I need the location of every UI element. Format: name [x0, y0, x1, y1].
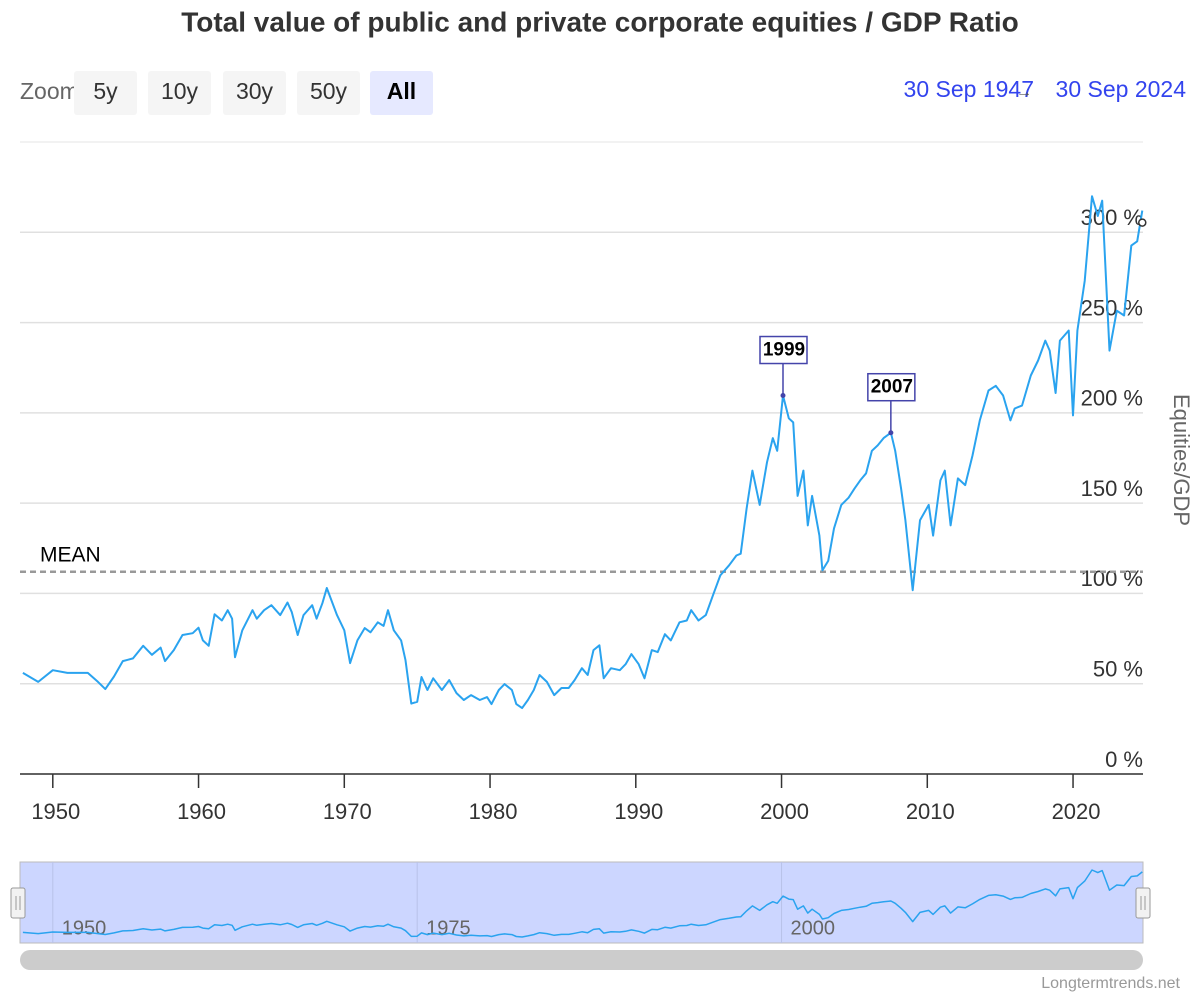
x-tick-label: 1950	[31, 799, 80, 824]
zoom-button[interactable]	[74, 71, 137, 115]
flag-box	[759, 335, 808, 365]
navigator-tick-label: 2000	[791, 917, 836, 939]
date-separator: →	[1016, 84, 1032, 101]
zoom-button-label[interactable]: 30y	[236, 78, 274, 104]
y-tick-label: 200 %	[1081, 386, 1143, 411]
flag-label: 2007	[871, 377, 913, 398]
zoom-button[interactable]	[148, 71, 211, 115]
navigator-handle[interactable]	[10, 887, 26, 919]
y-axis-title: Equities/GDP	[1169, 394, 1194, 526]
zoom-button-label[interactable]: 10y	[161, 78, 199, 104]
navigator-tick-label: 1950	[62, 917, 107, 939]
x-tick-label: 2010	[906, 799, 955, 824]
last-point	[1138, 218, 1147, 227]
y-tick-label: 150 %	[1081, 476, 1143, 501]
credit: Longtermtrends.net	[1041, 975, 1180, 992]
x-tick-label: 1960	[177, 799, 226, 824]
zoom-label: Zoom	[20, 78, 79, 104]
zoom-button-label[interactable]: 50y	[310, 78, 348, 104]
flag-point	[888, 430, 894, 436]
flag-point	[780, 393, 786, 399]
x-tick-label: 2000	[760, 799, 809, 824]
series-line	[22, 195, 1144, 710]
flag-box	[867, 372, 916, 402]
y-tick-label: 0 %	[1105, 747, 1143, 772]
zoom-button-label[interactable]: All	[387, 78, 416, 104]
zoom-button[interactable]	[297, 71, 360, 115]
chart-title: Total value of public and private corpor…	[181, 6, 1019, 37]
zoom-button[interactable]	[223, 71, 286, 115]
scrollbar[interactable]	[20, 950, 1143, 970]
x-tick-label: 2020	[1052, 799, 1101, 824]
navigator-handle[interactable]	[1135, 887, 1151, 919]
x-tick-label: 1980	[469, 799, 518, 824]
x-tick-label: 1970	[323, 799, 372, 824]
mean-label: MEAN	[40, 543, 101, 566]
navigator-line	[22, 869, 1143, 938]
y-tick-label: 250 %	[1081, 295, 1143, 320]
flag-label: 1999	[763, 340, 805, 361]
date-from[interactable]: 30 Sep 1947	[904, 76, 1034, 102]
zoom-button-label[interactable]: 5y	[93, 78, 118, 104]
x-tick-label: 1990	[614, 799, 663, 824]
navigator-bg	[19, 861, 1144, 944]
y-tick-label: 100 %	[1081, 566, 1143, 591]
y-tick-label: 50 %	[1093, 657, 1143, 682]
date-to[interactable]: 30 Sep 2024	[1056, 76, 1187, 102]
zoom-button[interactable]	[370, 71, 433, 115]
